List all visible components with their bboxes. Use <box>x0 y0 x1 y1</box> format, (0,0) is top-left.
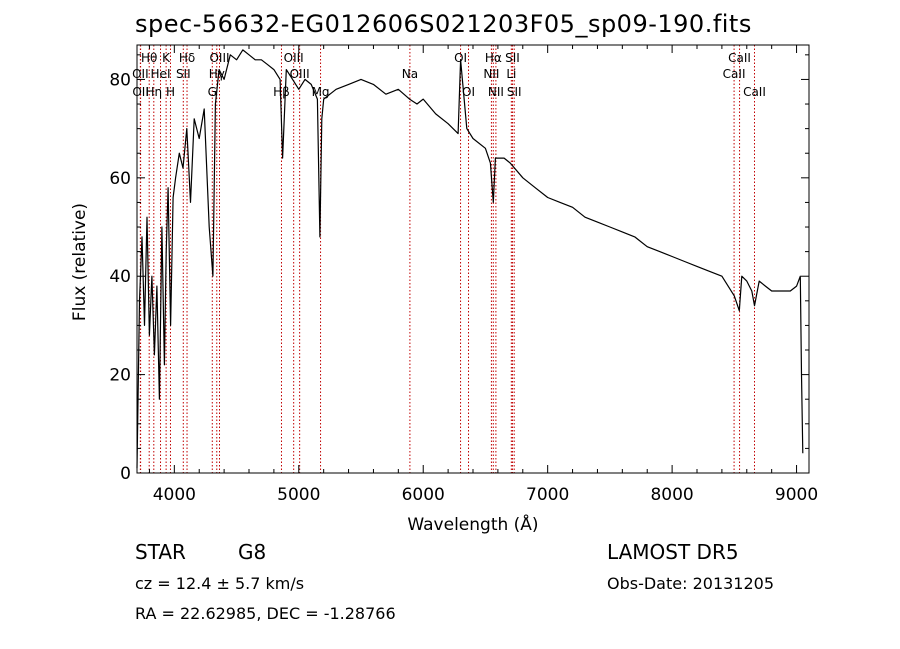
spectral-line-markers <box>139 45 755 473</box>
spectral-line-label: CaII <box>723 67 746 81</box>
spectral-line-label: OIII <box>284 51 304 65</box>
object-subclass: G8 <box>238 540 267 564</box>
x-tick-label: 4000 <box>153 485 196 505</box>
spectral-line-label: OIII <box>209 51 229 65</box>
x-tick-label: 8000 <box>650 485 693 505</box>
spectral-line-label: NII <box>483 67 499 81</box>
y-tick-label: 40 <box>109 267 131 287</box>
x-tick-label: 9000 <box>775 485 818 505</box>
survey-release: LAMOST DR5 <box>607 540 739 564</box>
spectral-line-label: OII <box>132 85 149 99</box>
spectral-line-label: Hη <box>145 85 162 99</box>
spectral-line-label: CaII <box>728 51 751 65</box>
spectral-line-label: K <box>162 51 171 65</box>
y-tick-label: 0 <box>120 464 131 484</box>
axis-ticks: 4000 5000 6000 7000 8000 9000 0 20 40 60 80 <box>109 45 818 505</box>
x-tick-label: 7000 <box>526 485 569 505</box>
spectral-line-label: OIII <box>290 67 310 81</box>
spectral-line-label: OII <box>132 67 149 81</box>
spectral-line-label: SII <box>505 51 520 65</box>
x-tick-label: 6000 <box>402 485 445 505</box>
spectral-line-label: HeI <box>151 67 171 81</box>
y-tick-label: 20 <box>109 366 131 386</box>
spectral-line-label: Li <box>506 67 516 81</box>
redshift-text: cz = 12.4 ± 5.7 km/s <box>135 574 305 593</box>
spectral-line-label: NII <box>488 85 504 99</box>
y-tick-label: 60 <box>109 169 131 189</box>
spectral-line-label: Hγ <box>209 67 225 81</box>
spectral-line-label: CaII <box>743 85 766 99</box>
object-class: STAR <box>135 540 186 564</box>
spectrum-series <box>136 49 804 469</box>
spectral-line-label: G <box>208 85 217 99</box>
x-tick-label: 5000 <box>277 485 320 505</box>
spectral-line-label: OI <box>462 85 475 99</box>
spectral-line-label: Hβ <box>273 85 290 99</box>
x-axis-label: Wavelength (Å) <box>407 513 538 535</box>
spectral-line-label: SII <box>176 67 191 81</box>
spectral-line-label: Hδ <box>179 51 195 65</box>
spectral-line-label: H <box>166 85 175 99</box>
spectral-line-label: Hθ <box>141 51 157 65</box>
chart-title: spec-56632-EG012606S021203F05_sp09-190.f… <box>135 10 752 38</box>
spectral-line-label: Na <box>402 67 418 81</box>
y-axis-label: Flux (relative) <box>70 203 90 321</box>
obs-date-text: Obs-Date: 20131205 <box>607 574 775 593</box>
spectral-line-label: Mg <box>312 85 330 99</box>
spectral-line-label: OI <box>454 51 467 65</box>
spectral-line-label: SII <box>507 85 522 99</box>
spectrum-line <box>136 49 804 469</box>
spectral-line-label: Hα <box>485 51 502 65</box>
plot-frame <box>136 44 810 474</box>
coordinates-text: RA = 22.62985, DEC = -1.28766 <box>135 604 396 623</box>
y-tick-label: 80 <box>109 70 131 90</box>
